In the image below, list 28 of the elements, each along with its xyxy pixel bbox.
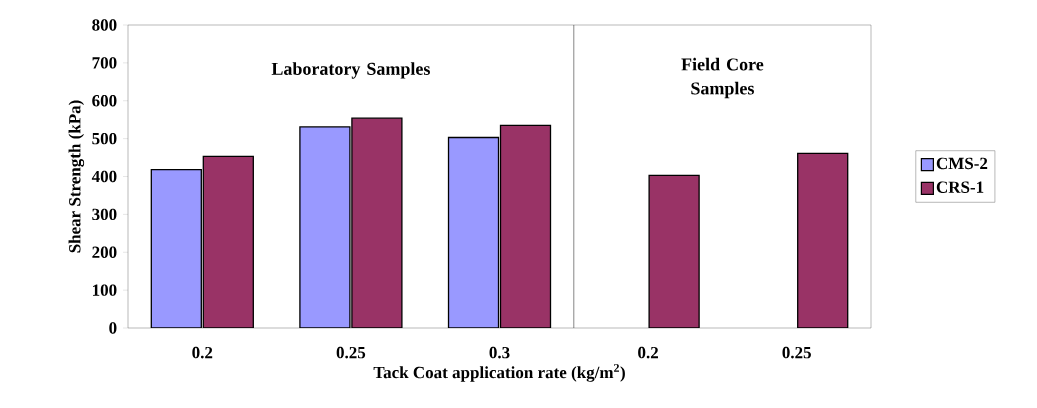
y-tick-label: 800: [92, 19, 117, 31]
y-tick-label: 100: [93, 284, 117, 296]
bar: [648, 174, 700, 328]
y-tick-label: 600: [92, 95, 117, 107]
legend-label: CMS-2: [936, 157, 988, 170]
bar: [797, 152, 849, 328]
bar: [351, 117, 403, 328]
x-tick-label: 0.25: [336, 346, 366, 359]
annotation: Field Core Samples: [681, 57, 764, 99]
bar: [202, 155, 254, 328]
bar: [299, 126, 351, 328]
y-tick-label: 500: [92, 132, 117, 145]
y-tick-label: 200: [92, 246, 117, 258]
y-tick-label: 0: [109, 322, 117, 334]
x-tick-label: 0.2: [638, 346, 658, 359]
y-tick-label: 700: [92, 57, 117, 69]
bar: [447, 136, 500, 328]
legend-label: CRS-1: [936, 181, 984, 193]
annotation: Laboratory Samples: [271, 62, 430, 79]
y-tick-label: 400: [91, 170, 117, 183]
x-tick-label: 0.2: [192, 346, 213, 359]
x-axis-title: Tack Coat application rate (kg/m$^{2}$): [373, 363, 625, 382]
bar: [150, 169, 202, 328]
x-tick-label: 0.25: [782, 346, 811, 359]
y-tick-label: 300: [92, 208, 117, 221]
bar: [499, 124, 552, 328]
x-tick-label: 0.3: [489, 346, 510, 359]
y-axis-title: Shear Strength (kPa): [68, 100, 85, 253]
